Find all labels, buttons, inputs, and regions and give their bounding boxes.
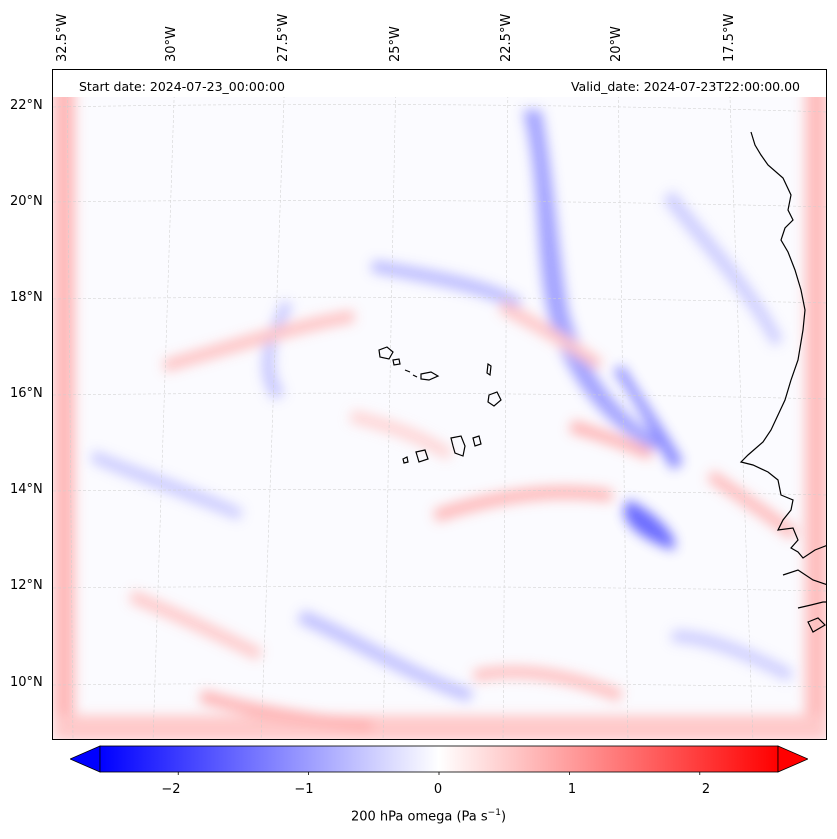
graticule <box>53 70 826 739</box>
colorbar-tick-label: 1 <box>567 782 577 797</box>
lat-label: 16°N <box>10 386 43 401</box>
lat-label: 18°N <box>10 290 43 305</box>
boundary-shading <box>53 70 75 739</box>
colorbar <box>70 745 808 775</box>
lat-label: 14°N <box>10 482 43 497</box>
omega-field-map <box>53 70 826 739</box>
africa-coastline <box>739 131 826 559</box>
colorbar-body <box>99 745 779 773</box>
lon-label: 17.5°W <box>722 13 737 62</box>
lat-label: 20°N <box>10 194 43 209</box>
africa-coastline <box>782 569 826 585</box>
colorbar-tick-label: −1 <box>294 782 314 797</box>
map-panel[interactable]: Start date: 2024-07-23_00:00:00 Valid_da… <box>52 69 827 740</box>
boundary-shading <box>805 70 826 739</box>
lat-label: 12°N <box>10 578 43 593</box>
lat-label: 10°N <box>10 675 43 690</box>
cape-verde-islands <box>378 346 502 464</box>
coastline <box>739 131 826 633</box>
boundary-shading <box>53 715 826 739</box>
colorbar-tick-label: −2 <box>161 782 181 797</box>
colorbar-tick-label: 2 <box>701 782 711 797</box>
start-date-label: Start date: 2024-07-23_00:00:00 <box>79 79 285 94</box>
lon-label: 32.5°W <box>55 13 70 62</box>
lon-label: 30°W <box>164 26 179 62</box>
header-band <box>53 70 826 97</box>
lat-label: 22°N <box>10 98 43 113</box>
lon-label: 22.5°W <box>499 13 514 62</box>
lon-label: 25°W <box>388 26 403 62</box>
africa-coastline <box>797 601 826 633</box>
lon-label: 20°W <box>609 26 624 62</box>
colorbar-label: 200 hPa omega (Pa s−1) <box>350 808 507 825</box>
colorbar-tick-label: 0 <box>433 782 443 797</box>
omega-shading <box>53 70 826 739</box>
valid-date-label: Valid_date: 2024-07-23T22:00:00.00 <box>570 79 800 94</box>
lon-label: 27.5°W <box>276 13 291 62</box>
colorbar-extend-low <box>70 745 101 773</box>
colorbar-extend-high <box>777 745 808 773</box>
